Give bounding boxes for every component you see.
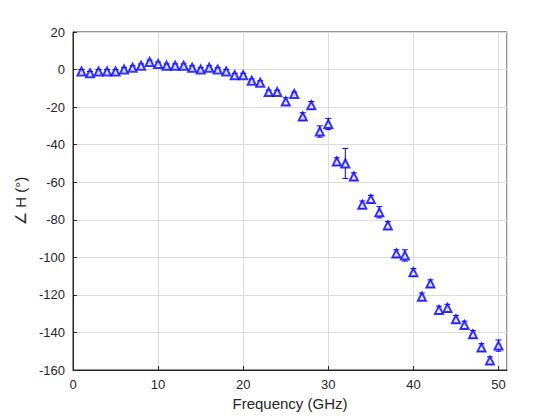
svg-text:40: 40 xyxy=(406,377,420,392)
svg-text:-100: -100 xyxy=(39,250,65,265)
svg-text:-40: -40 xyxy=(46,137,65,152)
svg-text:30: 30 xyxy=(321,377,335,392)
svg-text:-140: -140 xyxy=(39,325,65,340)
svg-text:0: 0 xyxy=(69,377,76,392)
svg-text:-120: -120 xyxy=(39,287,65,302)
svg-text:50: 50 xyxy=(491,377,505,392)
svg-text:-160: -160 xyxy=(39,363,65,378)
svg-text:Frequency (GHz): Frequency (GHz) xyxy=(232,395,347,412)
svg-text:-80: -80 xyxy=(46,212,65,227)
svg-text:∠ H (°): ∠ H (°) xyxy=(12,177,29,226)
svg-text:-60: -60 xyxy=(46,175,65,190)
svg-text:10: 10 xyxy=(151,377,165,392)
svg-text:20: 20 xyxy=(51,25,65,40)
svg-text:0: 0 xyxy=(58,62,65,77)
svg-text:-20: -20 xyxy=(46,100,65,115)
svg-text:20: 20 xyxy=(236,377,250,392)
